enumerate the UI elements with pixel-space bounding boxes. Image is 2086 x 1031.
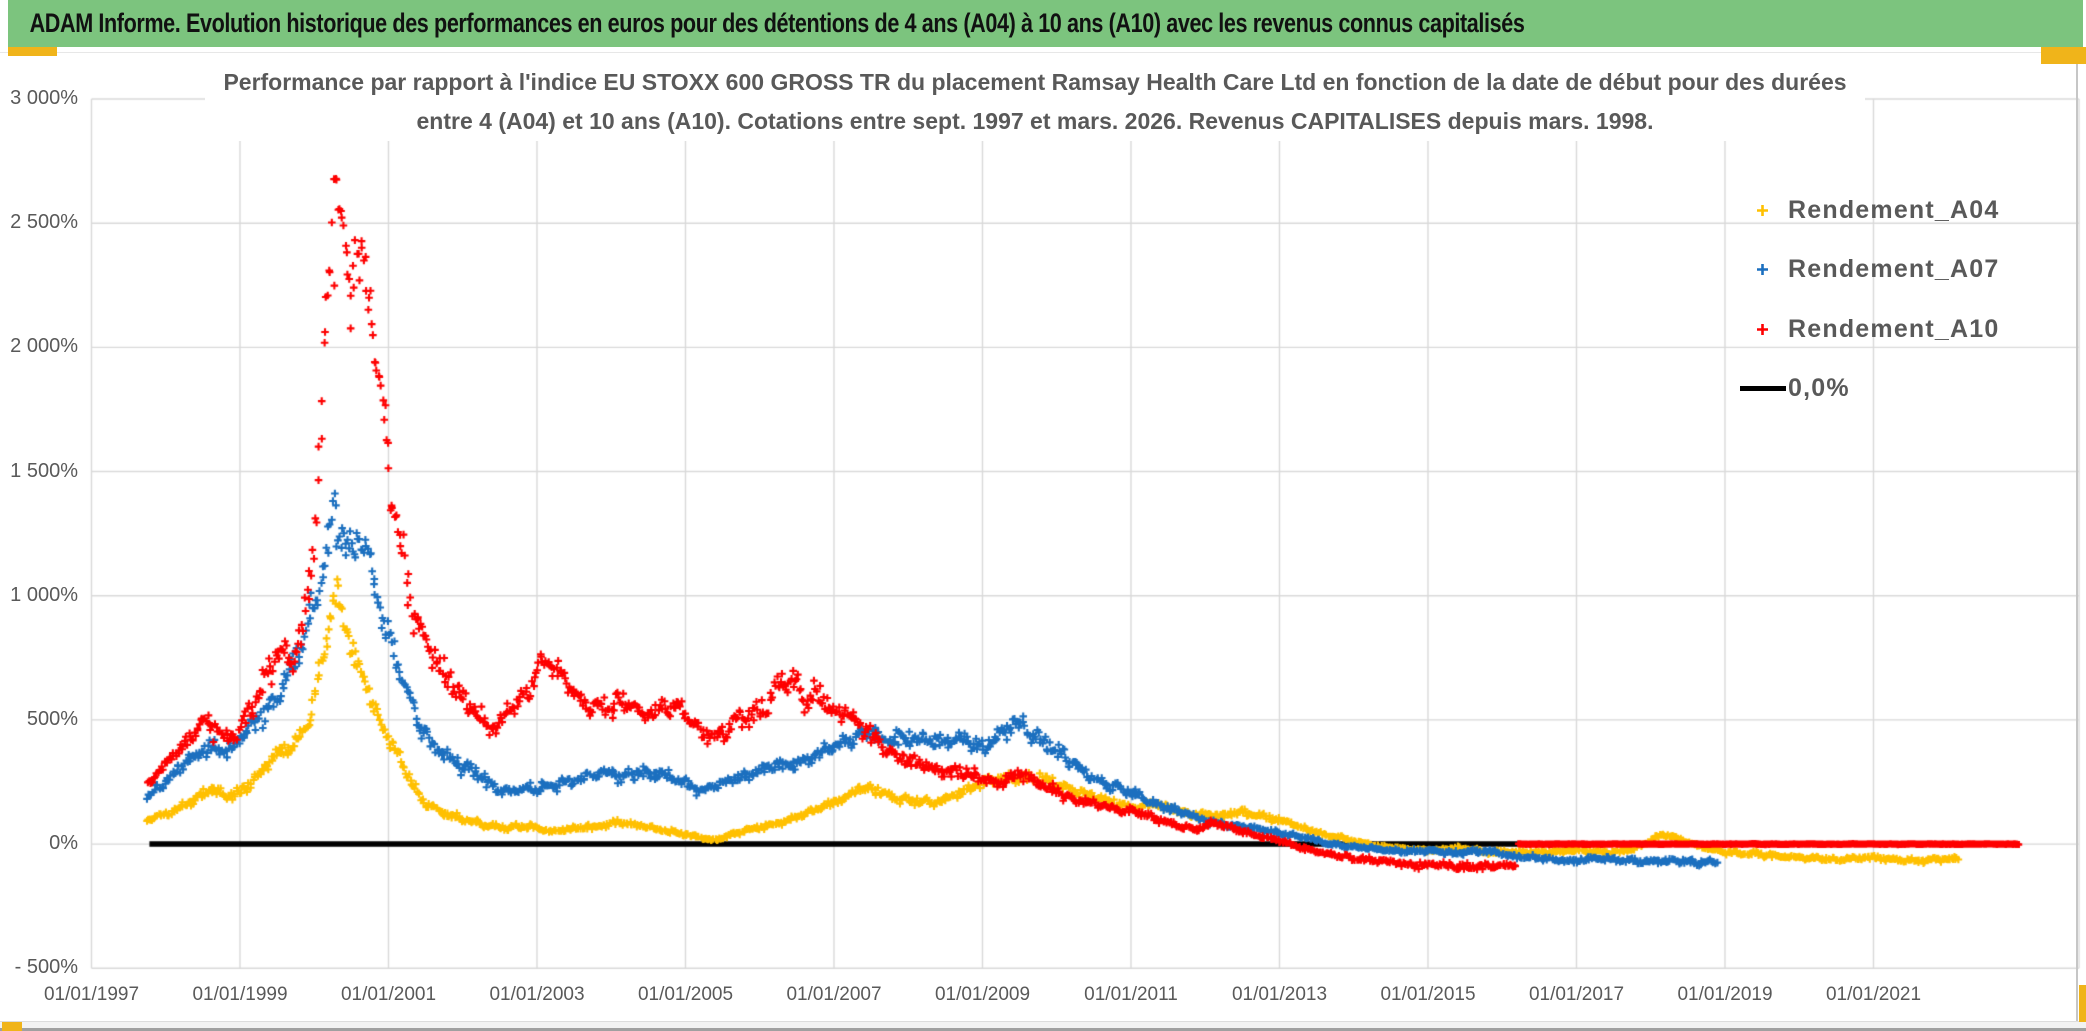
chart-title-line1: Performance par rapport à l'indice EU ST… — [223, 69, 1847, 95]
x-tick-2: 01/01/2001 — [340, 984, 437, 1005]
y-tick-4: 1 000% — [10, 583, 78, 606]
legend-item-rendement-a07[interactable]: Rendement_A07 — [1740, 254, 2080, 286]
x-tick-8: 01/01/2013 — [1231, 984, 1328, 1005]
accent-gold-bottom-left-handle — [2, 1022, 22, 1031]
x-tick-7: 01/01/2011 — [1084, 984, 1178, 1005]
y-tick-1: 2 500% — [10, 211, 78, 234]
legend-label: 0,0% — [1788, 374, 1850, 402]
accent-gold-top-right-handle — [2041, 47, 2086, 64]
legend-label: Rendement_A04 — [1788, 195, 2000, 224]
y-tick-3: 1 500% — [10, 459, 78, 482]
x-tick-1: 01/01/1999 — [192, 984, 288, 1005]
x-tick-6: 01/01/2009 — [934, 984, 1031, 1005]
y-tick-5: 500% — [26, 707, 78, 730]
legend-plus-marker-icon — [1740, 263, 1788, 276]
y-tick-7: - 500% — [14, 956, 78, 979]
y-tick-0: 3 000% — [10, 87, 78, 109]
legend-label: Rendement_A10 — [1788, 314, 2000, 343]
legend-plus-marker-icon — [1740, 204, 1788, 217]
accent-gold-bottom-right-handle — [2079, 985, 2086, 1022]
legend-label: Rendement_A07 — [1788, 255, 2000, 283]
chart-header-bar: ADAM Informe. Evolution historique des p… — [8, 0, 2083, 47]
chart-title-line2: entre 4 (A04) et 10 ans (A10). Cotations… — [416, 108, 1654, 134]
chart-header-title: ADAM Informe. Evolution historique des p… — [29, 8, 1525, 38]
legend-item-rendement-a10[interactable]: Rendement_A10 — [1740, 313, 2080, 345]
legend-item-0-0-[interactable]: 0,0% — [1740, 373, 2080, 405]
x-tick-5: 01/01/2007 — [786, 984, 882, 1005]
chart-title: Performance par rapport à l'indice EU ST… — [205, 58, 1865, 141]
accent-gold-left-handle — [8, 47, 57, 56]
window-right-border — [2076, 60, 2078, 1022]
y-tick-2: 2 000% — [10, 335, 78, 358]
divider-line — [0, 52, 2041, 53]
legend-item-rendement-a04[interactable]: Rendement_A04 — [1740, 194, 2080, 226]
x-tick-0: 01/01/1997 — [43, 984, 140, 1005]
x-tick-4: 01/01/2005 — [637, 984, 734, 1005]
x-tick-9: 01/01/2015 — [1380, 984, 1476, 1005]
legend-zero-line-swatch — [1740, 386, 1788, 391]
x-tick-3: 01/01/2003 — [489, 984, 585, 1005]
x-tick-10: 01/01/2017 — [1528, 984, 1625, 1005]
x-tick-12: 01/01/2021 — [1825, 984, 1922, 1005]
y-tick-6: 0% — [49, 832, 78, 855]
window-bottom-strip — [0, 1021, 2086, 1031]
legend-plus-marker-icon — [1740, 323, 1788, 336]
x-tick-11: 01/01/2019 — [1677, 984, 1773, 1005]
